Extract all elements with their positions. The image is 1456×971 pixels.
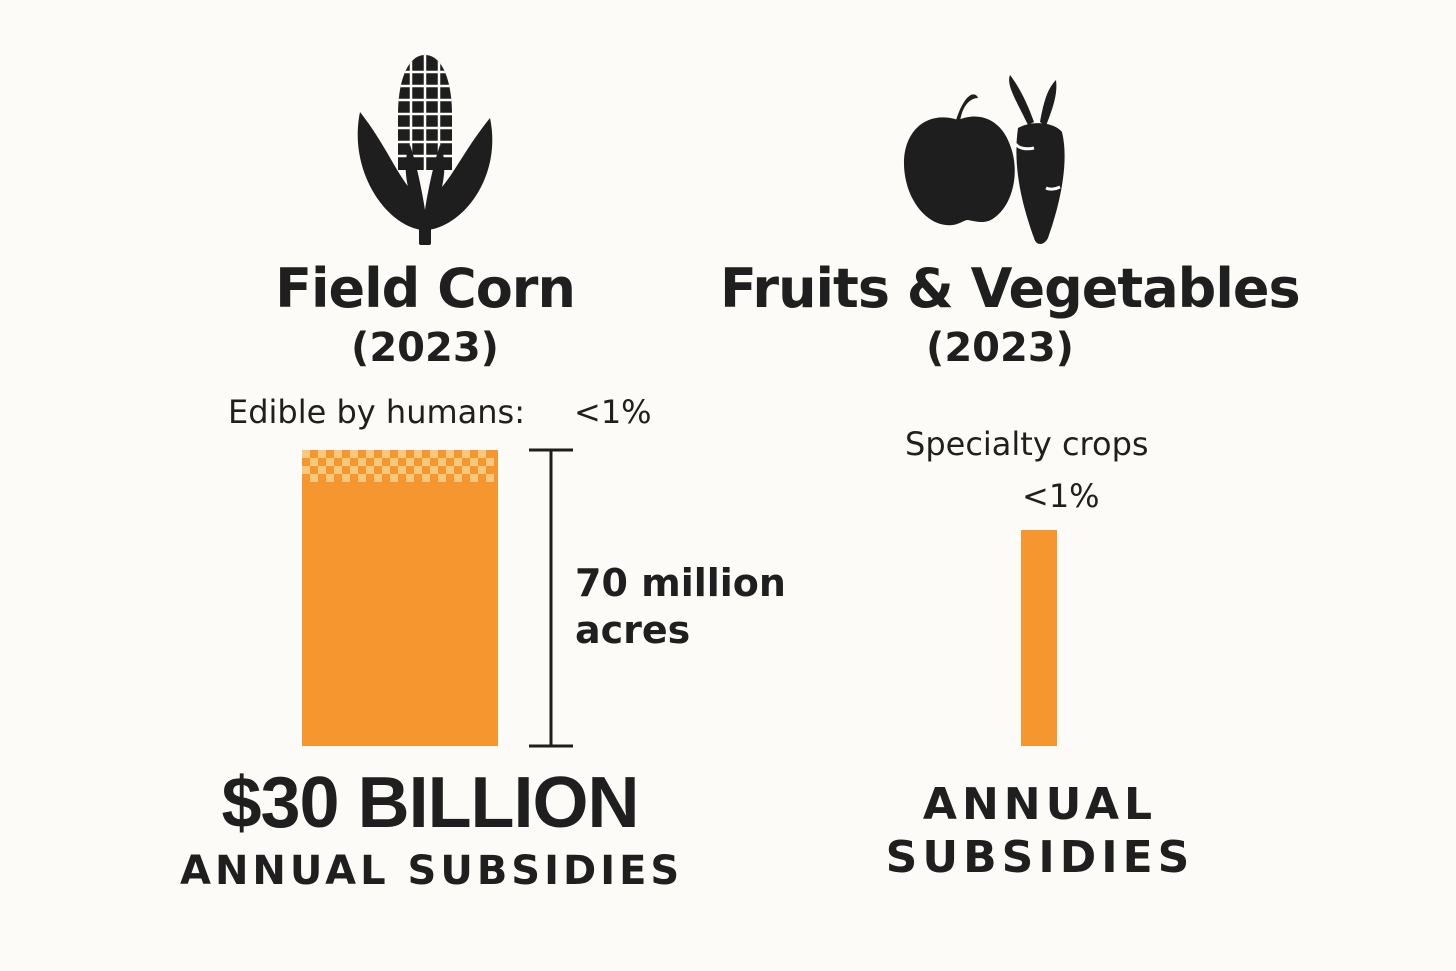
edible-share-cell (318, 450, 326, 458)
edible-share-cell (446, 450, 454, 458)
edible-share-cell (462, 466, 470, 474)
apple-carrot-icon (903, 75, 1065, 244)
acres-label: 70 million acres (575, 560, 786, 654)
specialty-crops-bar (1021, 530, 1057, 746)
fv-subsidy-line2: SUBSIDIES (885, 832, 1195, 883)
edible-share-cell (398, 450, 406, 458)
edible-share-cell (430, 450, 438, 458)
edible-share-cell (382, 450, 390, 458)
edible-share-cell (478, 450, 486, 458)
edible-share-cell (414, 466, 422, 474)
edible-share-cell (326, 458, 334, 466)
edible-share-cell (382, 466, 390, 474)
edible-value: <1% (574, 393, 652, 431)
edible-share-cell (414, 450, 422, 458)
fv-subsidy-line1: ANNUAL (922, 779, 1158, 830)
edible-share-cell (422, 474, 430, 482)
fruits-vegetables-title: Fruits & Vegetables (720, 257, 1301, 320)
fruits-vegetables-year: (2023) (926, 325, 1074, 371)
edible-share-cell (350, 466, 358, 474)
edible-share-cell (310, 474, 318, 482)
edible-share-cell (334, 450, 342, 458)
edible-share-cell (430, 466, 438, 474)
edible-share-cell (326, 474, 334, 482)
fv-subsidy-label: ANNUAL SUBSIDIES (880, 778, 1200, 884)
edible-share-cell (446, 466, 454, 474)
edible-share-cell (390, 458, 398, 466)
edible-share-cell (390, 474, 398, 482)
edible-share-cell (342, 474, 350, 482)
edible-share-cell (310, 458, 318, 466)
edible-share-cell (318, 466, 326, 474)
edible-share-cell (406, 458, 414, 466)
edible-share-cell (438, 458, 446, 466)
specialty-crops-value: <1% (1022, 477, 1100, 515)
edible-share-cell (454, 458, 462, 466)
edible-label: Edible by humans: (228, 393, 525, 431)
edible-share-cell (454, 474, 462, 482)
edible-share-cell (398, 466, 406, 474)
corn-icon (357, 55, 493, 245)
acres-line2: acres (575, 608, 691, 652)
edible-share-cell (422, 458, 430, 466)
edible-share-cell (462, 450, 470, 458)
edible-share-cell (334, 466, 342, 474)
edible-share-cell (366, 450, 374, 458)
edible-share-cell (302, 450, 310, 458)
edible-share-cell (470, 458, 478, 466)
edible-share-cell (486, 474, 494, 482)
edible-share-cell (478, 466, 486, 474)
edible-share-cell (374, 458, 382, 466)
corn-subsidy-label: ANNUAL SUBSIDIES (180, 848, 684, 894)
edible-share-cell (486, 458, 494, 466)
edible-share-cell (358, 458, 366, 466)
corn-year: (2023) (351, 325, 499, 371)
edible-share-cell (470, 474, 478, 482)
edible-share-cell (302, 466, 310, 474)
specialty-crops-label: Specialty crops (905, 425, 1149, 463)
acres-line1: 70 million (575, 561, 786, 605)
edible-share-cell (366, 466, 374, 474)
edible-share-cell (374, 474, 382, 482)
corn-subsidy-amount: $30 BILLION (221, 763, 639, 843)
edible-share-cell (358, 474, 366, 482)
corn-title: Field Corn (275, 257, 576, 320)
edible-share-cell (342, 458, 350, 466)
corn-acreage-bar (302, 450, 498, 746)
edible-share-cell (350, 450, 358, 458)
edible-share-cell (438, 474, 446, 482)
edible-share-cell (406, 474, 414, 482)
